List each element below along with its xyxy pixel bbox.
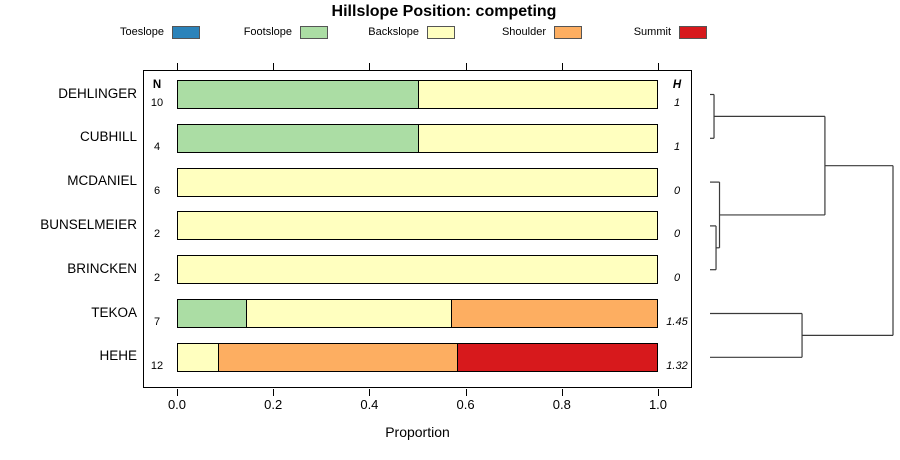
bar-segment-backslope	[246, 300, 452, 327]
legend-swatch-toeslope	[172, 26, 200, 39]
legend-label: Shoulder	[501, 26, 546, 38]
h-value-cubhill: 1	[673, 140, 681, 153]
legend-entry-backslope: Backslope	[368, 25, 455, 40]
row-label-dehlinger: DEHLINGER	[58, 85, 137, 101]
n-value-bunselmeier: 2	[153, 228, 161, 241]
h-value-tekoa: 1.45	[666, 316, 688, 328]
n-value-brincken: 2	[153, 272, 161, 285]
bar-segment-footslope	[178, 124, 418, 152]
x-axis-top-tick	[658, 63, 659, 70]
n-column-header: N	[152, 79, 162, 91]
bar-segment-backslope	[178, 256, 657, 284]
legend-entry-toeslope: Toeslope	[120, 25, 200, 40]
n-value-tekoa: 7	[153, 316, 161, 328]
x-axis-bottom-tick	[369, 389, 371, 396]
x-axis-bottom-tick	[465, 389, 467, 396]
bar-segment-backslope	[417, 124, 657, 152]
legend-label: Backslope	[368, 26, 419, 38]
bar-bunselmeier	[177, 211, 658, 241]
legend: Toeslope Footslope Backslope Shoulder Summit	[0, 0, 900, 46]
x-axis-top-tick	[561, 63, 563, 70]
x-axis-tick-label: 0.8	[552, 397, 571, 412]
legend-swatch-backslope	[427, 26, 455, 39]
x-axis-bottom-tick	[561, 389, 563, 396]
legend-swatch-footslope	[300, 26, 328, 39]
h-value-bunselmeier: 0	[673, 228, 681, 241]
bar-segment-backslope	[178, 168, 657, 196]
x-axis-top-tick	[369, 63, 371, 70]
chart-title: Hillslope Position: competing	[331, 3, 557, 20]
legend-entry-shoulder: Shoulder	[502, 25, 582, 40]
bar-segment-backslope	[417, 81, 657, 108]
bar-segment-footslope	[178, 81, 418, 108]
x-axis-tick-label: 0.4	[360, 397, 379, 412]
bar-hehe	[177, 342, 658, 372]
x-axis-tick-label: 1.0	[648, 397, 668, 412]
legend-entry-footslope: Footslope	[244, 25, 328, 40]
row-label-tekoa: TEKOA	[91, 304, 137, 320]
x-axis-tick-label: 0.0	[167, 397, 187, 412]
row-label-cubhill: CUBHILL	[79, 129, 137, 145]
bar-segment-backslope	[178, 212, 657, 240]
h-value-hehe: 1.32	[666, 359, 688, 372]
x-axis-tick-label: 0.6	[456, 397, 475, 412]
bar-segment-shoulder	[451, 300, 657, 327]
h-value-dehlinger: 1	[673, 97, 681, 109]
n-value-mcdaniel: 6	[153, 184, 161, 197]
row-label-mcdaniel: MCDANIEL	[67, 173, 137, 189]
x-axis-title: Proportion	[385, 424, 450, 440]
legend-label: Toeslope	[119, 26, 164, 38]
x-axis-top-tick	[465, 63, 467, 70]
bar-segment-backslope	[178, 343, 218, 371]
bar-segment-summit	[457, 343, 657, 371]
x-axis-top-tick	[177, 63, 178, 70]
x-axis-bottom-tick	[658, 389, 659, 396]
bar-tekoa	[177, 299, 658, 328]
bar-cubhill	[177, 123, 658, 153]
h-column-header: H	[672, 79, 682, 91]
bar-mcdaniel	[177, 167, 658, 197]
bar-brincken	[177, 255, 658, 285]
row-label-bunselmeier: BUNSELMEIER	[40, 216, 137, 232]
bar-dehlinger	[177, 80, 658, 109]
bar-segment-shoulder	[217, 343, 458, 371]
legend-entry-summit: Summit	[634, 25, 707, 40]
n-value-hehe: 12	[150, 359, 164, 372]
n-value-cubhill: 4	[153, 140, 161, 153]
legend-swatch-shoulder	[554, 26, 582, 39]
x-axis-top-tick	[273, 63, 275, 70]
legend-label: Footslope	[243, 26, 292, 38]
row-label-hehe: HEHE	[99, 348, 137, 364]
x-axis-bottom-tick	[273, 389, 275, 396]
legend-label: Summit	[633, 26, 671, 38]
bar-segment-footslope	[178, 300, 247, 327]
x-axis-bottom-tick	[177, 389, 178, 396]
n-value-dehlinger: 10	[150, 97, 164, 109]
row-label-brincken: BRINCKEN	[67, 260, 137, 276]
x-axis-tick-label: 0.2	[264, 397, 283, 412]
h-value-mcdaniel: 0	[673, 184, 681, 197]
legend-swatch-summit	[679, 26, 707, 39]
h-value-brincken: 0	[673, 272, 681, 285]
